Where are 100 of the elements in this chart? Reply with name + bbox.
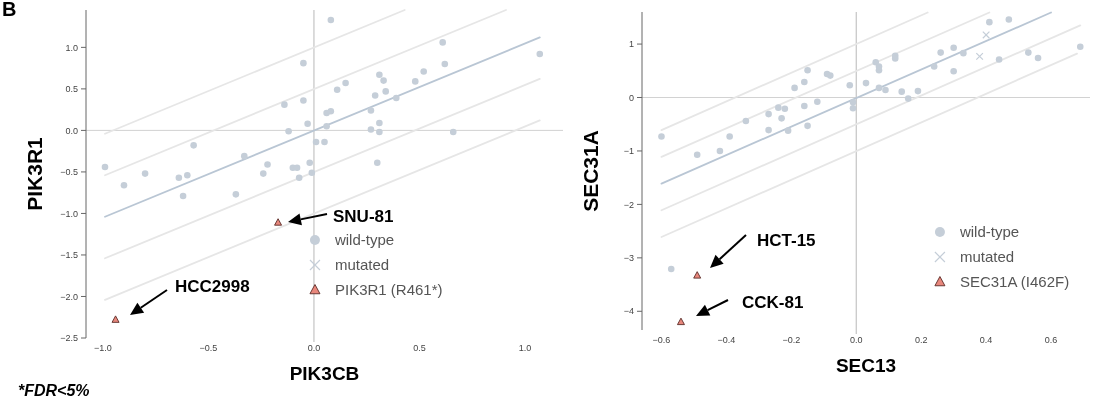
point (950, 44, 957, 52)
point (882, 86, 889, 94)
point (312, 138, 320, 146)
y-tick-label: 1.0 (65, 42, 78, 53)
legend-label: wild-type (958, 223, 1020, 241)
y-tick-label: −2 (623, 199, 634, 210)
y-tick-label: −2.0 (60, 291, 78, 302)
point (784, 127, 792, 134)
point (804, 66, 811, 74)
text: *FDR<5% (18, 382, 90, 399)
point (392, 94, 400, 102)
x-axis-title: PIK3CB (289, 363, 360, 384)
y-tick-label: 0 (628, 92, 634, 103)
x-tick-label: 0.2 (914, 335, 928, 345)
point (274, 218, 283, 226)
point (190, 142, 197, 149)
point (420, 68, 427, 75)
point (376, 128, 383, 136)
point (342, 79, 349, 87)
point (862, 79, 870, 87)
point (281, 101, 288, 108)
point (986, 18, 993, 26)
point (914, 87, 922, 95)
point (321, 138, 328, 146)
x-tick-label: 0.0 (307, 343, 321, 353)
point (814, 98, 821, 106)
annotation: HCC2998 (175, 277, 250, 296)
legend-label: wild-type (333, 231, 395, 249)
point (693, 151, 701, 158)
legend-label: mutated (334, 256, 390, 274)
y-tick-label: −1.0 (60, 208, 78, 219)
legend-label: PIK3R1 (R461*) (334, 281, 443, 299)
point (775, 104, 782, 111)
point (411, 78, 419, 85)
y-tick-label: −3 (623, 253, 634, 263)
point (120, 181, 128, 189)
annotation: SNU-81 (333, 207, 394, 226)
y-axis-title: SEC31A (579, 130, 602, 212)
point (765, 126, 772, 134)
y-tick-label: 0.0 (65, 125, 78, 136)
x-tick-label: −0.5 (199, 343, 218, 353)
x-tick-label: 0.6 (1044, 335, 1058, 345)
point (693, 271, 702, 279)
point (950, 68, 957, 75)
annotation: HCT-15 (757, 231, 816, 250)
point (367, 107, 375, 114)
point (765, 110, 772, 118)
point (179, 192, 187, 200)
point (846, 81, 854, 89)
x-tick-label: 0.5 (413, 343, 426, 353)
point (304, 120, 311, 128)
point (960, 49, 967, 57)
point (449, 128, 457, 136)
point (111, 315, 120, 323)
point (658, 133, 665, 140)
x-tick-label: 0.4 (979, 335, 993, 345)
x-tick-label: −1.0 (93, 343, 112, 353)
point (376, 71, 383, 79)
point (327, 16, 335, 24)
point (141, 170, 149, 177)
point (1025, 49, 1032, 56)
point (264, 161, 271, 168)
y-axis-title: PIK3R1 (23, 136, 46, 211)
point (801, 78, 808, 86)
point (367, 126, 375, 133)
point (898, 88, 906, 95)
text: B (2, 0, 17, 20)
point (333, 86, 341, 94)
y-tick-label: −4 (623, 306, 634, 317)
point (849, 99, 857, 106)
y-tick-label: 0.5 (65, 84, 78, 95)
point (232, 191, 240, 198)
x-tick-label: 0.0 (850, 335, 863, 345)
y-tick-label: −2.5 (60, 333, 78, 344)
point (875, 84, 883, 92)
x-tick-label: −0.6 (652, 335, 671, 345)
point (101, 163, 109, 171)
point (726, 133, 733, 140)
y-tick-label: −1 (623, 146, 634, 157)
y-tick-label: −0.5 (60, 167, 78, 178)
point (536, 50, 544, 58)
point (801, 102, 808, 110)
point (175, 174, 183, 182)
point (677, 317, 685, 326)
point (778, 115, 785, 122)
point (1076, 43, 1084, 51)
point (323, 122, 330, 130)
point (781, 105, 789, 113)
point (804, 122, 811, 130)
point (791, 84, 798, 92)
annotation: CCK-81 (742, 293, 804, 312)
point (382, 88, 390, 95)
point (937, 49, 944, 56)
y-tick-label: −1.5 (60, 250, 78, 261)
legend-label: mutated (959, 248, 1015, 266)
point (982, 31, 991, 39)
point (995, 56, 1003, 63)
point (300, 97, 307, 104)
point (716, 147, 724, 155)
point (1034, 54, 1042, 62)
